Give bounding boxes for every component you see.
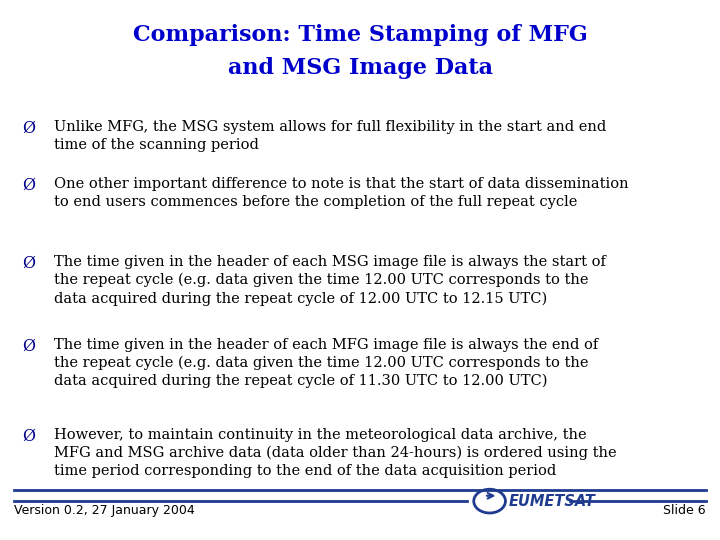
Text: Ø: Ø <box>22 428 35 444</box>
Text: EUMETSAT: EUMETSAT <box>509 494 596 509</box>
Text: Ø: Ø <box>22 177 35 194</box>
Text: The time given in the header of each MSG image file is always the start of
the r: The time given in the header of each MSG… <box>54 255 606 306</box>
Text: However, to maintain continuity in the meteorological data archive, the
MFG and : However, to maintain continuity in the m… <box>54 428 616 478</box>
Text: The time given in the header of each MFG image file is always the end of
the rep: The time given in the header of each MFG… <box>54 338 598 388</box>
Text: Slide 6: Slide 6 <box>663 504 706 517</box>
Text: Version 0.2, 27 January 2004: Version 0.2, 27 January 2004 <box>14 504 195 517</box>
Text: Ø: Ø <box>22 120 35 137</box>
Text: Unlike MFG, the MSG system allows for full flexibility in the start and end
time: Unlike MFG, the MSG system allows for fu… <box>54 120 606 152</box>
Text: Comparison: Time Stamping of MFG: Comparison: Time Stamping of MFG <box>132 24 588 46</box>
Text: and MSG Image Data: and MSG Image Data <box>228 57 492 79</box>
Text: One other important difference to note is that the start of data dissemination
t: One other important difference to note i… <box>54 177 629 209</box>
Text: Ø: Ø <box>22 338 35 354</box>
Text: Ø: Ø <box>22 255 35 272</box>
